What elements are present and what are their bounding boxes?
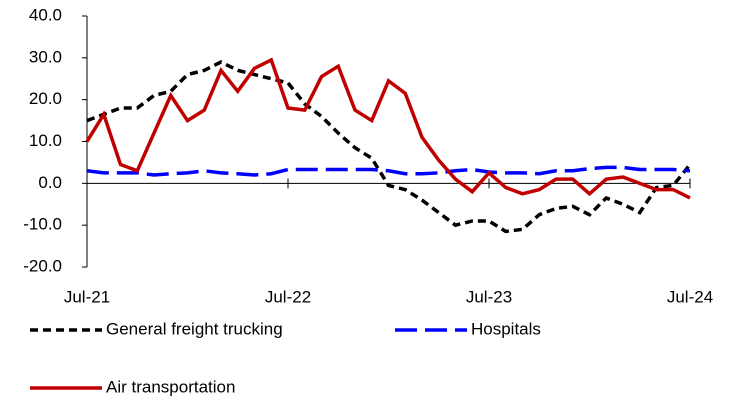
legend-label: Air transportation <box>106 377 235 396</box>
y-tick-label: 40.0 <box>29 5 62 24</box>
series-line <box>86 60 692 234</box>
legend-label: General freight trucking <box>106 319 283 338</box>
y-tick-label: 30.0 <box>29 47 62 66</box>
x-tick-label: Jul-24 <box>667 287 713 306</box>
y-tick-label: 20.0 <box>29 89 62 108</box>
series-line <box>86 165 691 177</box>
y-tick-label: 10.0 <box>29 131 62 150</box>
x-tick-label: Jul-21 <box>64 287 110 306</box>
x-tick-label: Jul-22 <box>265 287 311 306</box>
legend-label: Hospitals <box>471 319 541 338</box>
y-tick-label: -20.0 <box>23 256 62 275</box>
y-tick-label: 0.0 <box>38 173 62 192</box>
series-line <box>85 57 691 200</box>
y-tick-label: -10.0 <box>23 215 62 234</box>
x-tick-label: Jul-23 <box>466 287 512 306</box>
